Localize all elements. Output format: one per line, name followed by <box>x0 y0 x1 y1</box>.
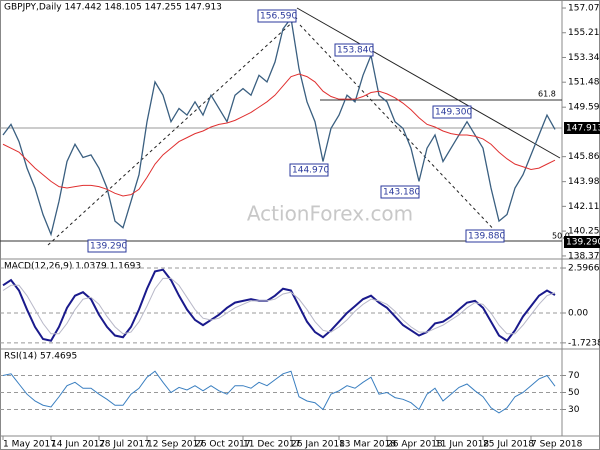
y-tick-label: 70 <box>568 371 580 381</box>
y-tick-label: 140.250 <box>568 227 600 237</box>
y-tick-label: 145.865 <box>568 152 600 162</box>
price-label-box <box>564 122 600 134</box>
y-tick-label: 142.115 <box>568 202 600 212</box>
chart-title: MACD(12,26,9) 1.0379 1.1693 <box>4 262 141 272</box>
x-tick-label: 28 Jul 2017 <box>99 440 150 450</box>
x-tick-label: 26 Apr 2018 <box>387 440 443 450</box>
annotation-box <box>289 163 329 177</box>
series-line <box>2 277 556 335</box>
chart-title: RSI(14) 57.4695 <box>4 352 77 362</box>
watermark: ActionForex.com <box>247 202 413 226</box>
x-tick-label: 7 Sep 2018 <box>531 440 583 450</box>
y-tick-label: 30 <box>568 405 580 415</box>
series-line <box>2 268 556 343</box>
x-tick-label: 11 Dec 2017 <box>243 440 301 450</box>
annotation: 144.970 <box>292 166 329 176</box>
trend-line <box>47 17 298 246</box>
series-line <box>2 73 556 197</box>
price-label: 147.913 <box>566 124 600 134</box>
annotation: 149.300 <box>435 108 472 118</box>
x-tick-label: 26 Oct 2017 <box>195 440 251 450</box>
annotation-box <box>432 105 472 119</box>
x-tick-label: 13 Mar 2018 <box>339 440 396 450</box>
y-tick-label: 149.595 <box>568 103 600 113</box>
y-tick-label: 157.075 <box>568 4 600 14</box>
annotation: 153.840 <box>337 46 374 56</box>
x-tick-label: 12 Sep 2017 <box>147 440 204 450</box>
fib-label: 61.8 <box>538 90 556 99</box>
annotation-box <box>334 43 374 57</box>
annotation-box <box>87 239 127 253</box>
annotation-box <box>257 9 297 23</box>
y-tick-label: 151.480 <box>568 78 600 88</box>
fib-label: 50.0 <box>552 232 570 241</box>
trend-line <box>296 7 561 159</box>
annotation: 139.880 <box>468 232 505 242</box>
x-tick-label: 26 Jan 2018 <box>291 440 345 450</box>
y-tick-label: 138.375 <box>568 251 600 261</box>
x-tick-label: 1 May 2017 <box>3 440 56 450</box>
y-tick-label: 143.980 <box>568 177 600 187</box>
y-tick-label: 50 <box>568 388 580 398</box>
y-tick-label: 155.210 <box>568 28 600 38</box>
annotation-box <box>465 229 505 243</box>
chart-title: GBPJPY,Daily 147.442 148.105 147.255 147… <box>4 3 222 13</box>
series-line <box>2 16 556 237</box>
series-line <box>2 370 556 414</box>
annotation: 139.290 <box>90 242 127 252</box>
x-tick-label: 25 Jul 2018 <box>483 440 534 450</box>
y-tick-label: -1.7238 <box>568 338 600 348</box>
x-tick-label: 14 Jun 2017 <box>51 440 105 450</box>
price-label: 139.290 <box>566 238 600 248</box>
price-label-box <box>564 236 600 248</box>
annotation: 156.590 <box>260 12 297 22</box>
annotation-box <box>380 185 420 199</box>
annotation: 143.180 <box>383 188 420 198</box>
trend-line <box>299 24 501 237</box>
y-tick-label: 0.00 <box>568 309 588 319</box>
x-tick-label: 11 Jun 2018 <box>435 440 489 450</box>
y-tick-label: 153.345 <box>568 53 600 63</box>
y-tick-label: 2.5966 <box>568 264 600 274</box>
